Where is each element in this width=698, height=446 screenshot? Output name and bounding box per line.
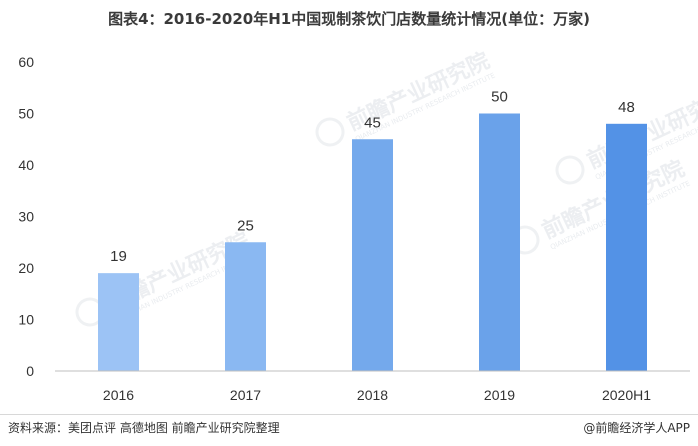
data-label: 50	[491, 89, 508, 106]
brand-credit: @前瞻经济学人APP	[583, 421, 690, 435]
source-note: 资料来源：美团点评 高德地图 前瞻产业研究院整理	[8, 421, 280, 435]
data-label: 45	[364, 114, 381, 131]
y-tick-label: 50	[18, 106, 34, 122]
y-tick-label: 0	[26, 363, 34, 379]
y-tick-label: 30	[18, 209, 34, 225]
bar-2019	[479, 113, 520, 371]
bar-2018	[352, 139, 393, 371]
bars-group: 19 25 45 50 48	[98, 89, 647, 371]
bar-2016	[98, 273, 139, 371]
y-tick-label: 10	[18, 312, 34, 328]
footer-divider	[0, 414, 698, 415]
x-tick-label: 2016	[103, 387, 134, 403]
data-label: 48	[618, 99, 635, 116]
data-label: 19	[110, 248, 127, 265]
bar-2017	[225, 242, 266, 371]
y-axis: 0 10 20 30 40 50 60	[18, 54, 34, 379]
bar-2020H1	[606, 123, 647, 371]
chart-title: 图表4：2016-2020年H1中国现制茶饮门店数量统计情况(单位：万家)	[108, 10, 590, 28]
x-tick-label: 2017	[230, 387, 261, 403]
x-tick-label: 2018	[357, 387, 388, 403]
data-label: 25	[237, 217, 254, 234]
x-tick-label: 2020H1	[602, 387, 651, 403]
y-tick-label: 40	[18, 157, 34, 173]
x-tick-label: 2019	[484, 387, 515, 403]
watermark-logo-icon	[315, 117, 345, 147]
x-axis: 2016 2017 2018 2019 2020H1	[55, 370, 690, 403]
watermark-logo-icon	[555, 155, 585, 185]
y-tick-label: 20	[18, 260, 34, 276]
y-tick-label: 60	[18, 54, 34, 70]
